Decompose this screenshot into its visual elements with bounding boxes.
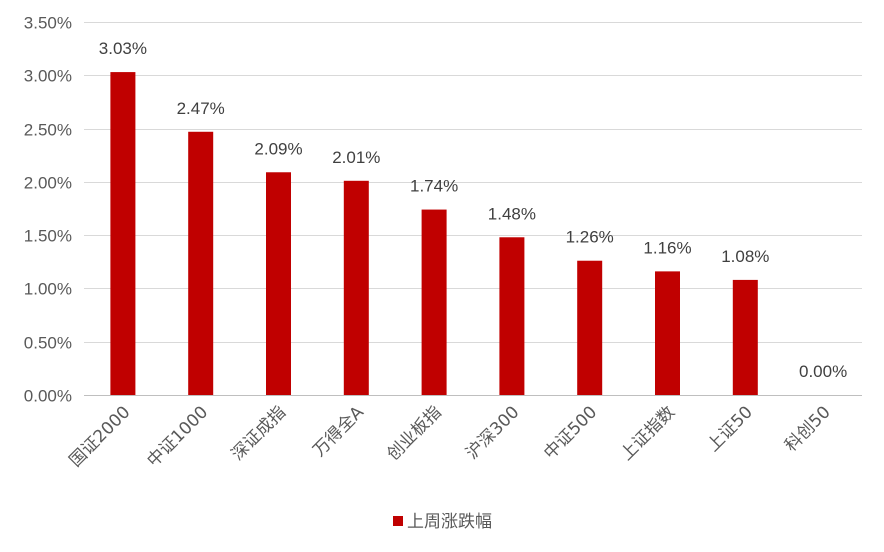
data-label: 3.03% xyxy=(99,39,147,58)
x-tick-label: 万得全A xyxy=(309,402,368,461)
bar xyxy=(577,260,603,395)
x-tick-label: 中证1000 xyxy=(143,402,212,471)
bar xyxy=(266,172,291,395)
data-label: 1.16% xyxy=(643,238,691,257)
legend-swatch xyxy=(393,516,403,526)
data-label: 1.48% xyxy=(488,204,536,223)
x-tick-label: 创业板指 xyxy=(383,402,445,464)
data-label: 0.00% xyxy=(799,362,847,381)
y-tick-label: 1.50% xyxy=(24,227,72,246)
y-axis-tick-labels: 0.00% 0.50% 1.00% 1.50% 2.00% 2.50% 3.00% 3.50% xyxy=(24,14,72,406)
data-label: 2.09% xyxy=(254,139,302,158)
data-label: 2.01% xyxy=(332,148,380,167)
bar xyxy=(343,180,369,395)
bar xyxy=(110,72,136,396)
bar xyxy=(732,279,758,395)
gridlines xyxy=(84,22,862,396)
bar xyxy=(421,209,447,395)
x-tick-label: 科创50 xyxy=(781,402,834,455)
y-tick-label: 0.00% xyxy=(24,387,72,406)
y-tick-label: 1.00% xyxy=(24,280,72,299)
y-tick-label: 0.50% xyxy=(24,334,72,353)
legend-label: 上周涨跌幅 xyxy=(407,512,492,532)
x-tick-label: 上证50 xyxy=(703,402,756,455)
data-labels: 3.03% 2.47% 2.09% 2.01% 1.74% 1.48% 1.26% 1.16%… xyxy=(99,39,847,381)
legend: 上周涨跌幅 xyxy=(393,512,492,532)
x-tick-label: 深证成指 xyxy=(228,402,290,464)
bar xyxy=(655,271,680,395)
y-tick-label: 2.50% xyxy=(24,121,72,140)
bar xyxy=(499,237,525,395)
x-tick-label: 上证指数 xyxy=(617,402,679,464)
x-tick-label: 沪深300 xyxy=(462,402,523,463)
x-tick-label: 国证2000 xyxy=(66,402,135,471)
x-tick-label: 中证500 xyxy=(540,402,601,463)
data-label: 1.08% xyxy=(721,247,769,266)
y-tick-label: 3.50% xyxy=(24,14,72,33)
bars xyxy=(110,72,758,396)
bar xyxy=(188,131,214,396)
data-label: 2.47% xyxy=(177,99,225,118)
y-tick-label: 3.00% xyxy=(24,67,72,86)
x-axis-category-labels: 国证2000 中证1000 深证成指 万得全A 创业板指 沪深300 中证500 上证指数 上证… xyxy=(66,402,835,471)
y-tick-label: 2.00% xyxy=(24,174,72,193)
data-label: 1.74% xyxy=(410,177,458,196)
data-label: 1.26% xyxy=(566,228,614,247)
